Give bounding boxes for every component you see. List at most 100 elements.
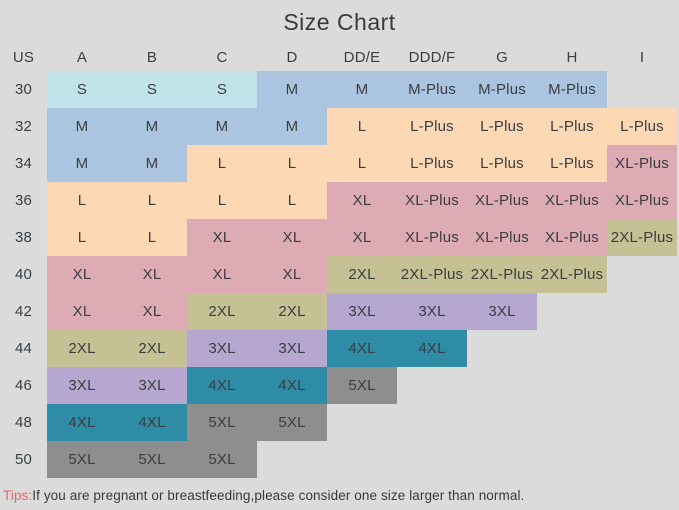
size-cell-36-C: L [187,182,257,219]
size-cell-38-C: XL [187,219,257,256]
size-cell-40-I [607,256,677,293]
size-cell-36-DDDF: XL-Plus [397,182,467,219]
size-cell-40-C: XL [187,256,257,293]
size-cell-38-D: XL [257,219,327,256]
size-cell-48-G [467,404,537,441]
row-label-42: 42 [14,303,33,320]
size-cell-42-C: 2XL [187,293,257,330]
size-cell-30-D: M [257,71,327,108]
table-row-42: 42 XL XL 2XL 2XL 3XL 3XL 3XL [0,293,679,330]
size-cell-46-DDDF [397,367,467,404]
size-cell-38-DDDF: XL-Plus [397,219,467,256]
size-cell-34-D: L [257,145,327,182]
row-label-30: 30 [14,81,33,98]
row-label-38: 38 [14,229,33,246]
column-header-DD/E: DD/E [343,49,381,66]
row-label-34: 34 [14,155,33,172]
page-title: Size Chart [283,8,396,35]
table-row-46: 46 3XL 3XL 4XL 4XL 5XL [0,367,679,404]
tips-note: Tips:If you are pregnant or breastfeedin… [0,478,679,503]
size-cell-42-A: XL [47,293,117,330]
row-label-48: 48 [14,414,33,431]
size-cell-36-G: XL-Plus [467,182,537,219]
size-cell-48-DDDF [397,404,467,441]
table-row-36: 36 L L L L XL XL-Plus XL-Plus XL-Plus XL-Plus [0,182,679,219]
size-cell-38-B: L [117,219,187,256]
size-cell-42-I [607,293,677,330]
row-label-46: 46 [14,377,33,394]
tips-text: If you are pregnant or breastfeeding,ple… [32,488,525,503]
size-cell-40-D: XL [257,256,327,293]
column-header-D: D [286,49,298,66]
row-label-44: 44 [14,340,33,357]
size-cell-44-H [537,330,607,367]
size-cell-34-H: L-Plus [537,145,607,182]
size-cell-36-A: L [47,182,117,219]
size-cell-30-DDDF: M-Plus [397,71,467,108]
size-cell-42-DDE: 3XL [327,293,397,330]
size-cell-44-DDDF: 4XL [397,330,467,367]
size-cell-36-H: XL-Plus [537,182,607,219]
size-cell-32-C: M [187,108,257,145]
size-cell-40-G: 2XL-Plus [467,256,537,293]
size-cell-50-H [537,441,607,478]
size-cell-38-A: L [47,219,117,256]
size-cell-30-DDE: M [327,71,397,108]
table-row-32: 32 M M M M L L-Plus L-Plus L-Plus L-Plus [0,108,679,145]
size-cell-42-H [537,293,607,330]
size-cell-44-DDE: 4XL [327,330,397,367]
size-cell-48-B: 4XL [117,404,187,441]
size-cell-42-G: 3XL [467,293,537,330]
table-row-44: 44 2XL 2XL 3XL 3XL 4XL 4XL [0,330,679,367]
size-cell-48-H [537,404,607,441]
size-cell-48-D: 5XL [257,404,327,441]
size-cell-38-I: 2XL-Plus [607,219,677,256]
table-row-48: 48 4XL 4XL 5XL 5XL [0,404,679,441]
size-cell-46-A: 3XL [47,367,117,404]
size-cell-44-A: 2XL [47,330,117,367]
size-cell-44-G [467,330,537,367]
table-header-row: US A B C D DD/E DDD/F G H I [0,44,679,71]
table-row-34: 34 M M L L L L-Plus L-Plus L-Plus XL-Plus [0,145,679,182]
size-cell-42-B: XL [117,293,187,330]
size-cell-50-C: 5XL [187,441,257,478]
size-cell-50-DDDF [397,441,467,478]
size-chart-table: US A B C D DD/E DDD/F G H I 30 S S S M M M-Plus M-Plus M-P… [0,44,679,478]
size-cell-50-D [257,441,327,478]
size-cell-34-G: L-Plus [467,145,537,182]
size-cell-30-I [607,71,677,108]
size-cell-34-DDDF: L-Plus [397,145,467,182]
size-cell-48-DDE [327,404,397,441]
size-cell-36-DDE: XL [327,182,397,219]
size-cell-32-DDDF: L-Plus [397,108,467,145]
size-cell-32-G: L-Plus [467,108,537,145]
size-cell-44-D: 3XL [257,330,327,367]
column-header-B: B [146,49,158,66]
size-cell-48-A: 4XL [47,404,117,441]
size-cell-40-H: 2XL-Plus [537,256,607,293]
size-cell-32-I: L-Plus [607,108,677,145]
size-cell-34-I: XL-Plus [607,145,677,182]
size-cell-50-G [467,441,537,478]
row-label-40: 40 [14,266,33,283]
size-cell-46-I [607,367,677,404]
tips-prefix-label: Tips: [3,488,33,503]
column-header-A: A [76,49,88,66]
size-cell-46-C: 4XL [187,367,257,404]
size-cell-30-H: M-Plus [537,71,607,108]
size-cell-46-H [537,367,607,404]
size-cell-40-DDE: 2XL [327,256,397,293]
size-cell-44-I [607,330,677,367]
size-cell-38-H: XL-Plus [537,219,607,256]
size-cell-36-I: XL-Plus [607,182,677,219]
row-label-36: 36 [14,192,33,209]
size-cell-46-B: 3XL [117,367,187,404]
size-cell-32-D: M [257,108,327,145]
size-cell-34-DDE: L [327,145,397,182]
row-label-50: 50 [14,451,33,468]
table-row-38: 38 L L XL XL XL XL-Plus XL-Plus XL-Plus 2XL-Plus [0,219,679,256]
size-cell-48-C: 5XL [187,404,257,441]
column-header-DDD/F: DDD/F [408,49,456,66]
size-cell-40-DDDF: 2XL-Plus [397,256,467,293]
size-cell-40-A: XL [47,256,117,293]
